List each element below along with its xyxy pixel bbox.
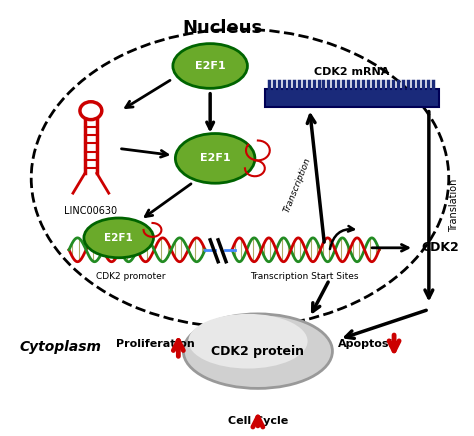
Text: LINC00630: LINC00630 bbox=[64, 206, 118, 216]
Text: Transcription Start Sites: Transcription Start Sites bbox=[250, 272, 359, 281]
Ellipse shape bbox=[175, 133, 255, 183]
Ellipse shape bbox=[173, 44, 247, 89]
Text: CDK2: CDK2 bbox=[421, 241, 459, 254]
Ellipse shape bbox=[84, 218, 154, 258]
Text: Cell Cycle: Cell Cycle bbox=[228, 416, 288, 426]
FancyBboxPatch shape bbox=[265, 89, 439, 107]
Text: Translation: Translation bbox=[449, 178, 459, 232]
Text: CDK2 mRNA: CDK2 mRNA bbox=[314, 67, 390, 77]
Text: Proliferation: Proliferation bbox=[116, 339, 195, 349]
Text: Cytoplasm: Cytoplasm bbox=[19, 340, 101, 354]
Text: E2F1: E2F1 bbox=[195, 61, 226, 71]
Ellipse shape bbox=[188, 314, 308, 368]
Text: CDK2 protein: CDK2 protein bbox=[211, 344, 304, 358]
Text: Nucleus: Nucleus bbox=[182, 19, 262, 37]
Text: E2F1: E2F1 bbox=[104, 233, 133, 243]
Text: CDK2 promoter: CDK2 promoter bbox=[96, 272, 165, 281]
Text: Transcription: Transcription bbox=[283, 156, 313, 214]
Ellipse shape bbox=[183, 314, 332, 388]
Text: Apoptosis: Apoptosis bbox=[338, 339, 400, 349]
Text: E2F1: E2F1 bbox=[200, 153, 230, 164]
